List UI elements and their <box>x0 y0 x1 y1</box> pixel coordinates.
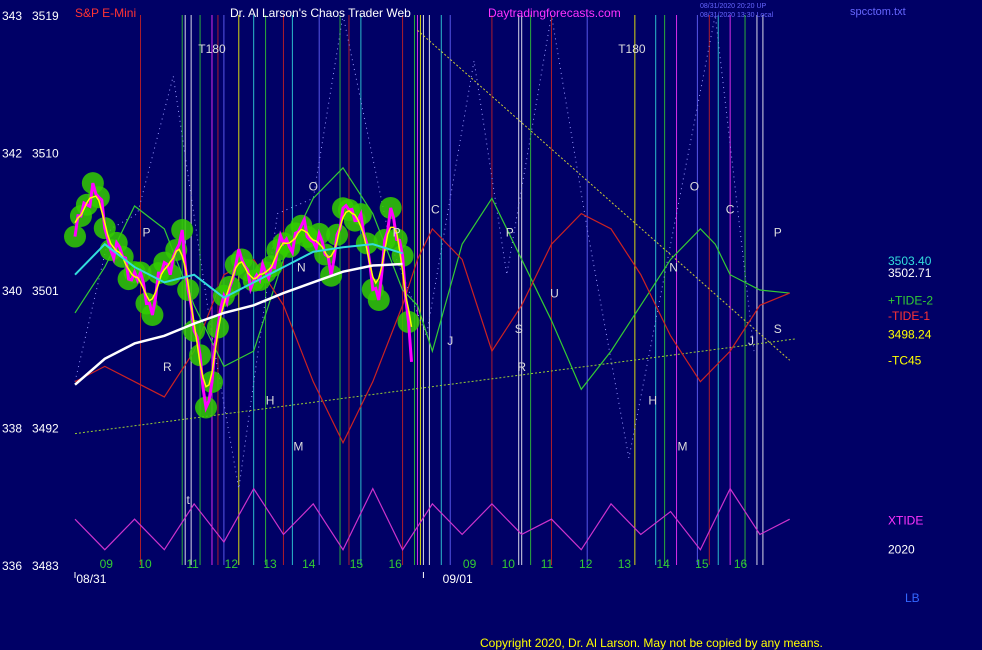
file-name: spcctom.txt <box>850 6 906 18</box>
cycle-marker-0: T180 <box>198 42 226 56</box>
right-label-5: -TC45 <box>888 353 922 367</box>
date-label-1: 09/01 <box>443 572 473 586</box>
slow-ma-line <box>74 262 403 386</box>
copyright: Copyright 2020, Dr. Al Larson. May not b… <box>480 636 823 650</box>
hour-label-11: 12 <box>579 557 593 571</box>
right-label-3: -TIDE-1 <box>888 309 930 323</box>
y-tick-left-2: 340 <box>2 284 22 298</box>
cycle-marker-18: J <box>748 334 754 348</box>
chart-title: Dr. Al Larson's Chaos Trader Web <box>230 6 411 20</box>
y-tick-right-4: 3483 <box>32 559 59 573</box>
hour-label-14: 15 <box>695 557 709 571</box>
hour-label-9: 10 <box>502 557 516 571</box>
cycle-marker-12: U <box>550 287 559 301</box>
right-label-2: +TIDE-2 <box>888 294 933 308</box>
cycle-marker-13: S <box>515 322 523 336</box>
cycle-marker-16: R <box>517 360 526 374</box>
cycle-marker-1: T180 <box>618 42 646 56</box>
mid-ma-line <box>74 242 403 299</box>
cycle-marker-11: C <box>726 203 735 217</box>
price-line <box>73 182 414 413</box>
trend-lines <box>74 14 796 489</box>
cycle-marker-8: N <box>297 261 306 275</box>
hour-label-5: 14 <box>302 557 316 571</box>
cycle-marker-2: P <box>142 226 150 240</box>
y-tick-right-2: 3501 <box>32 284 59 298</box>
timestamp-2: 08/31/2020 13:30 Local <box>700 12 774 19</box>
cycle-marker-7: O <box>690 180 699 194</box>
hour-label-2: 11 <box>186 557 199 571</box>
hour-label-7: 16 <box>388 557 402 571</box>
right-label-7: 2020 <box>888 543 915 557</box>
y-tick-right-1: 3510 <box>32 147 59 161</box>
cycle-marker-21: M <box>293 439 303 453</box>
instrument-title: S&P E-Mini <box>75 6 136 20</box>
y-tick-left-0: 343 <box>2 9 22 23</box>
cycle-marker-10: C <box>431 203 440 217</box>
hour-label-10: 11 <box>541 557 554 571</box>
cycle-markers: T180 T180 P P P P O O N N C C U S S R R J J H H M Mt <box>142 42 781 507</box>
price-series <box>64 172 420 419</box>
cycle-marker-3: P <box>393 226 401 240</box>
y-tick-right-3: 3492 <box>32 422 59 436</box>
hour-label-4: 13 <box>263 557 277 571</box>
y-tick-left-4: 336 <box>2 559 22 573</box>
cycle-marker-19: H <box>266 394 275 408</box>
cycle-marker-4: P <box>506 226 514 240</box>
date-label-0: 08/31 <box>76 572 106 586</box>
right-label-0: 3503.40 <box>888 254 932 268</box>
y-tick-left-1: 342 <box>2 147 22 161</box>
cycle-marker-6: O <box>309 180 318 194</box>
y-tick-right-0: 3519 <box>32 9 59 23</box>
hour-label-1: 10 <box>138 557 152 571</box>
hour-label-6: 15 <box>350 557 364 571</box>
hour-label-13: 14 <box>656 557 670 571</box>
right-label-1: 3502.71 <box>888 266 932 280</box>
site-link[interactable]: Daytradingforecasts.com <box>488 6 621 20</box>
hour-label-3: 12 <box>225 557 239 571</box>
cycle-marker-17: J <box>447 334 453 348</box>
cycle-marker-20: H <box>648 394 657 408</box>
right-label-4: 3498.24 <box>888 327 932 341</box>
series-xtide <box>74 487 790 551</box>
lb-label: LB <box>905 591 920 605</box>
right-label-6: XTIDE <box>888 514 923 528</box>
hour-label-12: 13 <box>618 557 632 571</box>
y-tick-left-3: 338 <box>2 422 22 436</box>
timestamp-1: 08/31/2020 20:20 UP <box>700 3 766 10</box>
axes: 343 3519 342 3510 340 3501 338 3492 336 3483 09 10 1… <box>2 9 748 586</box>
cycle-marker-22: M <box>678 439 688 453</box>
green-trendline <box>74 338 796 435</box>
hour-label-8: 09 <box>463 557 477 571</box>
cycle-marker-9: N <box>669 261 678 275</box>
cycle-marker-15: R <box>163 360 172 374</box>
cycle-marker-5: P <box>774 226 782 240</box>
tc45-trendline <box>417 29 791 361</box>
hour-label-15: 16 <box>734 557 748 571</box>
cycle-marker-23: t <box>186 493 190 507</box>
cycle-marker-14: S <box>774 322 782 336</box>
hour-label-0: 09 <box>100 557 114 571</box>
fast-ma-line <box>74 195 413 388</box>
